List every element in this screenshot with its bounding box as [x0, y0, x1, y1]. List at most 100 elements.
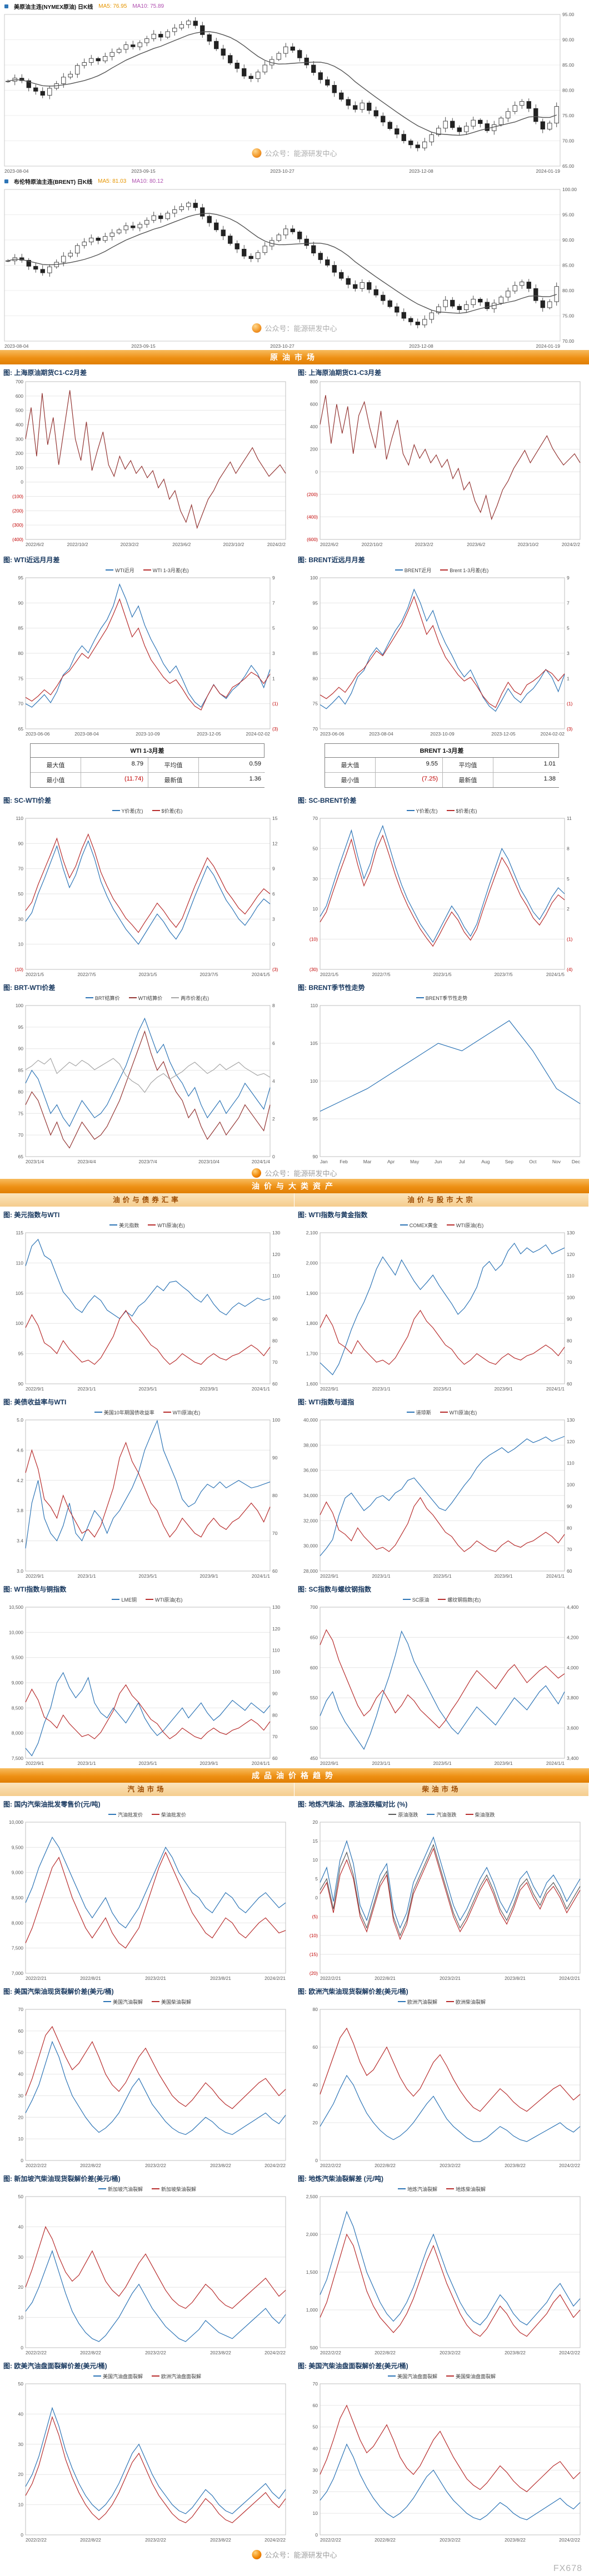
svg-text:600: 600 [310, 402, 318, 407]
svg-text:2023/8/22: 2023/8/22 [505, 2163, 526, 2168]
chart-legend: Y价差(左) $价差(右) [297, 806, 587, 815]
stat-label: 最大值 [31, 758, 81, 772]
svg-text:7: 7 [567, 600, 570, 606]
legend-marker-icon [397, 2001, 406, 2002]
stat-table-wti: WTI 1-3月差 最大值 8.79 平均值 0.59 最小值 (11.74) … [30, 743, 266, 788]
svg-text:20: 20 [313, 2120, 318, 2125]
instrument-dot-icon [4, 4, 8, 8]
legend-marker-icon [163, 1412, 171, 1413]
figure-ust10-wti: 图: 美债收益率与WTI 美国10年期国债收益率 WTI原油(右) 5.0 4.6 4.… [0, 1394, 294, 1581]
svg-text:110: 110 [16, 1260, 23, 1266]
svg-text:Oct: Oct [529, 1159, 537, 1164]
kline-panel-brent: 布伦特原油主连(BRENT) 日K线 MA5: 81.03 MA10: 80.1… [0, 175, 589, 350]
legend-marker-icon [152, 810, 160, 811]
chart-title: 图: BRENT季节性走势 [298, 984, 365, 992]
chart-legend: 原油涨跌 汽油涨跌 柴油涨跌 [297, 1810, 587, 1819]
section-header-refined: 成品油价格趋势 [0, 1768, 589, 1783]
svg-text:Jan: Jan [320, 1159, 328, 1164]
legend-item: BRENT近月 [395, 567, 431, 574]
chart-svg: 40,000 38,000 36,000 34,000 32,000 30,000 28,0… [303, 1417, 575, 1579]
series-line [320, 588, 565, 712]
svg-text:0: 0 [315, 2532, 318, 2538]
svg-text:30: 30 [313, 876, 318, 882]
svg-text:2023-12-08: 2023-12-08 [409, 343, 433, 349]
chart-title: 图: 欧洲汽柴油现货裂解价差(美元/桶) [298, 1988, 408, 1995]
svg-text:2024/2/2: 2024/2/2 [267, 542, 286, 547]
svg-text:60: 60 [313, 2044, 318, 2050]
svg-text:75.00: 75.00 [562, 313, 575, 319]
chart-row-refined-2: 图: 美国汽柴油现货裂解价差(美元/桶) 美国汽油裂解 美国柴油裂解 70 60 50 4… [0, 1983, 589, 2170]
chart-canvas: 原油涨跌 汽油涨跌 柴油涨跌 20 15 10 5 0 (5) (10) (15) (20) 2022/… [297, 1810, 587, 1982]
svg-text:2022/8/22: 2022/8/22 [375, 2350, 396, 2355]
series-line [25, 1030, 271, 1149]
chart-title: 图: WTI指数与铜指数 [3, 1585, 67, 1593]
series-line [320, 824, 565, 943]
legend-marker-icon [152, 1814, 159, 1815]
svg-text:7,500: 7,500 [12, 1945, 24, 1951]
legend-item: 美国汽油裂解 [103, 1998, 143, 2005]
svg-text:2022/2/21: 2022/2/21 [26, 1975, 47, 1981]
svg-text:(10): (10) [310, 937, 318, 942]
svg-text:2023/5/1: 2023/5/1 [138, 1760, 157, 1766]
svg-text:8: 8 [567, 846, 570, 851]
svg-text:(20): (20) [310, 1970, 318, 1976]
svg-text:2022/8/21: 2022/8/21 [375, 1975, 396, 1981]
svg-text:2023/7/4: 2023/7/4 [138, 1159, 157, 1164]
chart-row-assets-2: 图: 美债收益率与WTI 美国10年期国债收益率 WTI原油(右) 5.0 4.6 4.… [0, 1394, 589, 1581]
svg-text:2023/8/21: 2023/8/21 [210, 1975, 231, 1981]
svg-text:2024/1/1: 2024/1/1 [546, 1760, 565, 1766]
svg-text:2023/1/1: 2023/1/1 [372, 1760, 390, 1766]
stat-value: (11.74) [81, 773, 148, 787]
svg-text:2023-08-04: 2023-08-04 [4, 343, 29, 349]
stat-label: 最新值 [443, 773, 493, 787]
svg-text:2024/1/1: 2024/1/1 [252, 1573, 270, 1579]
svg-text:4,200: 4,200 [567, 1634, 579, 1640]
brand-logo-icon [252, 2550, 262, 2559]
series-line [320, 1435, 565, 1557]
svg-text:11: 11 [567, 816, 572, 821]
svg-text:700: 700 [16, 379, 23, 384]
svg-text:95: 95 [313, 600, 318, 606]
svg-text:15: 15 [272, 816, 278, 821]
legend-marker-icon [446, 2001, 454, 2002]
svg-text:2024/2/22: 2024/2/22 [559, 2350, 580, 2355]
svg-text:40,000: 40,000 [303, 1417, 318, 1423]
legend-item: WTI结算价 [128, 994, 162, 1002]
svg-text:2022/6/2: 2022/6/2 [320, 542, 338, 547]
svg-text:70: 70 [272, 1530, 278, 1536]
chart-title: 图: BRENT近远月月差 [298, 556, 365, 564]
chart-title: 图: 上海原油期货C1-C2月差 [3, 369, 87, 377]
svg-text:(400): (400) [12, 537, 23, 542]
figure-sh-c1c2: 图: 上海原油期货C1-C2月差 700 600 500 400 300 200 100 0 (… [0, 364, 294, 552]
legend-item: Brent 1-3月差(右) [440, 567, 488, 574]
brand-logo-icon [252, 148, 262, 158]
legend-marker-icon [440, 1412, 448, 1413]
chart-canvas: 汽油批发价 柴油批发价 10,000 9,500 9,000 8,500 8,000 7,50… [2, 1810, 292, 1982]
legend-marker-icon [446, 2188, 454, 2189]
chart-title: 图: 地炼汽柴油裂解差 (元/吨) [298, 2175, 383, 2183]
legend-marker-icon [108, 1814, 116, 1815]
chart-legend: 美国汽油裂解 美国柴油裂解 [2, 1997, 292, 2006]
watermark-text: 公众号：能源研发中心 [264, 1169, 337, 1178]
kline-chart-canvas-wti: 公众号：能源研发中心 95.00 90.00 85.00 80.00 75.00 70.0… [0, 11, 589, 175]
svg-text:130: 130 [272, 1230, 280, 1236]
svg-text:9: 9 [272, 866, 275, 872]
watermark-text: 公众号：能源研发中心 [264, 149, 337, 158]
figure-wti-copper: 图: WTI指数与铜指数 LME铜 WTI原油(右) 10,500 10,000 9,5… [0, 1581, 294, 1768]
stat-table-title: BRENT 1-3月差 [325, 744, 558, 758]
svg-text:2022/9/1: 2022/9/1 [26, 1573, 44, 1579]
svg-text:(400): (400) [307, 514, 318, 519]
svg-text:(5): (5) [312, 1914, 318, 1919]
svg-text:80: 80 [313, 2007, 318, 2012]
svg-text:650: 650 [310, 1634, 318, 1640]
legend-marker-icon [171, 997, 179, 998]
kline-chart-canvas-brent: 公众号：能源研发中心 100.00 95.00 90.00 85.00 80.00 75.… [0, 186, 589, 350]
svg-text:90: 90 [272, 1455, 278, 1460]
figure-gasoline-board-crack: 图: 欧美汽油盘面裂解价差(美元/桶) 美国汽油盘面裂解 欧洲汽油盘面裂解 50 40… [0, 2358, 294, 2545]
series-line [320, 2443, 581, 2520]
svg-text:8,500: 8,500 [12, 1895, 24, 1900]
legend-marker-icon [112, 810, 120, 811]
legend-item: WTI原油(右) [440, 1409, 477, 1416]
chart-row-crude-2: 图: WTI近远月月差 WTI近月 WTI 1-3月差(右) 95 90 85 80 75 7… [0, 552, 589, 739]
